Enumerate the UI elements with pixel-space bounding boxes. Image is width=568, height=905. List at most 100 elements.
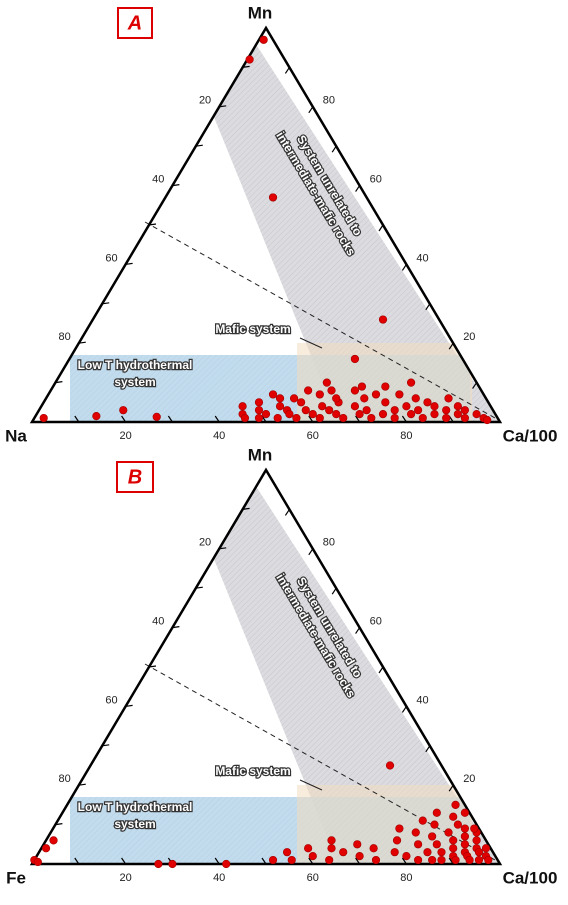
data-point (453, 402, 462, 411)
data-point (308, 410, 317, 419)
data-point (390, 406, 399, 415)
tick-mark (74, 415, 80, 423)
data-point (325, 855, 334, 865)
leader-line (299, 779, 323, 791)
data-point (460, 832, 470, 841)
data-point (381, 382, 390, 391)
data-point (470, 824, 479, 833)
tick-mark (125, 704, 133, 707)
data-point (418, 413, 427, 423)
data-point (268, 390, 278, 399)
tick-mark (78, 341, 86, 344)
data-point (304, 844, 313, 853)
data-point (353, 840, 362, 849)
tick-mark (219, 547, 227, 550)
right-tick-label: 40 (416, 252, 428, 264)
data-point (327, 844, 336, 853)
tick-mark (121, 857, 127, 865)
tick-mark (172, 626, 180, 629)
data-point (378, 315, 388, 324)
tick-mark (472, 382, 478, 389)
data-point (444, 394, 453, 403)
data-point (259, 35, 268, 44)
bottom-tick-label: 20 (119, 872, 131, 884)
data-point (406, 410, 416, 419)
data-point (355, 410, 364, 419)
data-point (369, 844, 378, 853)
tick-mark (148, 223, 157, 226)
data-point (442, 406, 451, 415)
tick-mark (102, 302, 110, 305)
data-point (390, 848, 399, 857)
tick-mark (74, 857, 80, 865)
data-point (381, 398, 390, 407)
data-point (414, 840, 423, 849)
tick-mark (448, 857, 454, 865)
tick-mark (219, 105, 227, 108)
data-point (282, 848, 292, 857)
bottom-tick-label: 80 (400, 430, 412, 442)
data-point (402, 852, 411, 861)
region-label: Low T hydrothermal (78, 800, 193, 814)
tick-mark (401, 857, 407, 865)
data-point (437, 855, 446, 865)
tick-mark (242, 65, 250, 68)
tick-mark (148, 665, 157, 668)
data-point (360, 394, 369, 403)
tick-mark (448, 342, 454, 350)
vertex-label: Na (5, 426, 27, 445)
data-point (423, 848, 432, 857)
data-point (451, 800, 460, 810)
data-point (444, 828, 453, 837)
tick-mark (355, 627, 361, 634)
data-point (392, 836, 402, 845)
tick-mark (214, 857, 220, 865)
tick-mark (448, 784, 454, 792)
data-point (406, 378, 416, 387)
tick-mark (331, 145, 337, 153)
data-point (474, 855, 484, 865)
data-point (268, 193, 278, 202)
data-point (465, 855, 474, 865)
bottom-tick-label: 60 (307, 872, 319, 884)
left-tick-label: 40 (152, 616, 164, 628)
tick-mark (78, 783, 86, 786)
left-tick-label: 60 (105, 694, 117, 706)
felsic-region (205, 35, 500, 422)
left-tick-label: 20 (199, 95, 211, 107)
data-point (423, 398, 432, 407)
data-point (350, 354, 360, 364)
data-point (371, 390, 381, 399)
vertex-label: Fe (6, 868, 26, 887)
data-point (430, 402, 439, 411)
data-point (39, 413, 48, 423)
data-point (308, 852, 317, 861)
data-point (449, 836, 458, 845)
left-tick-label: 80 (59, 331, 71, 343)
data-point (362, 406, 371, 415)
tick-mark (55, 381, 63, 384)
data-point (168, 859, 177, 869)
data-point (222, 859, 231, 869)
data-point (268, 855, 278, 865)
data-point (49, 836, 58, 845)
data-point (460, 824, 470, 833)
data-point (430, 820, 439, 829)
data-point (154, 859, 163, 869)
tick-mark (125, 262, 133, 265)
tick-mark (214, 415, 220, 423)
panel-box (116, 461, 154, 493)
data-point (402, 402, 411, 411)
tick-mark (308, 548, 314, 556)
data-point (327, 836, 336, 845)
region-label: Mafic system (215, 764, 290, 778)
data-point (451, 855, 460, 865)
data-point (460, 840, 470, 849)
right-tick-label: 40 (416, 694, 428, 706)
bottom-tick-label: 40 (213, 430, 225, 442)
data-point (437, 848, 446, 857)
vertex-label: Ca/100 (503, 868, 558, 887)
data-point (390, 413, 399, 423)
data-point (315, 413, 324, 423)
tick-mark (425, 745, 431, 753)
